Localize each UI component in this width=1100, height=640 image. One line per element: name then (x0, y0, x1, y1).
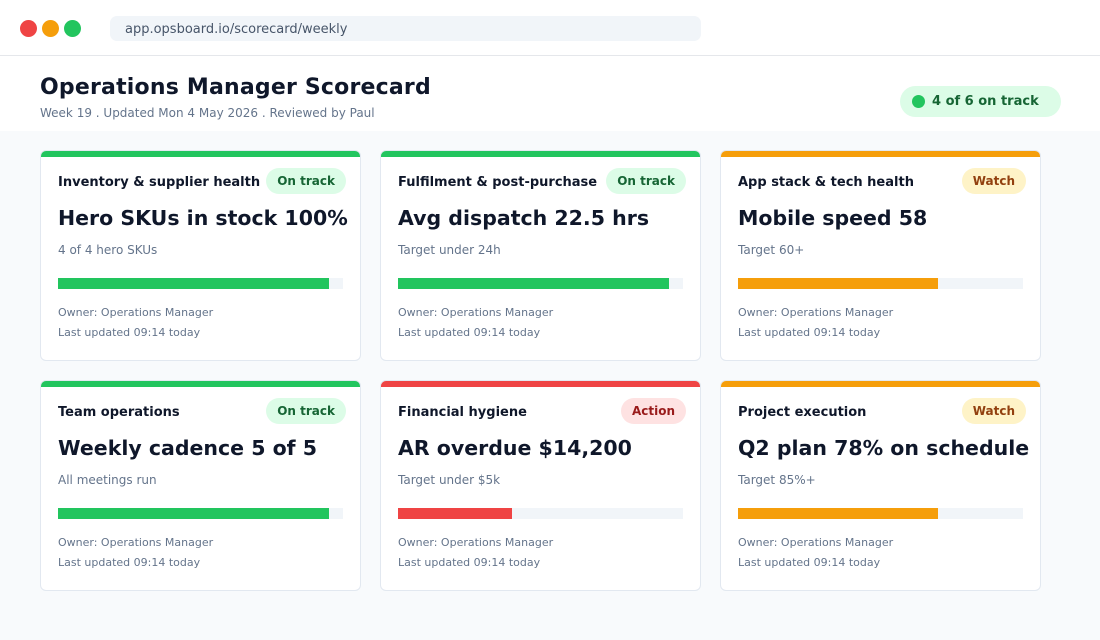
card-title: App stack & tech health (738, 175, 914, 190)
progress-bar (398, 508, 683, 519)
address-bar-url[interactable]: app.opsboard.io/scorecard/weekly (125, 22, 348, 37)
card-status-accent (381, 151, 700, 157)
scorecard-card[interactable]: App stack & tech health Watch Mobile spe… (720, 150, 1041, 361)
progress-fill (58, 508, 329, 519)
card-title: Financial hygiene (398, 405, 527, 420)
card-metric: Q2 plan 78% on schedule (738, 436, 1030, 460)
progress-bar (58, 508, 343, 519)
status-dot-icon (912, 95, 925, 108)
progress-fill (738, 508, 938, 519)
scorecard-card[interactable]: Financial hygiene Action AR overdue $14,… (380, 380, 701, 591)
card-last-updated: Last updated 09:14 today (58, 326, 201, 339)
progress-bar (738, 508, 1023, 519)
card-last-updated: Last updated 09:14 today (58, 556, 201, 569)
card-status-accent (41, 151, 360, 157)
card-metric: Avg dispatch 22.5 hrs (398, 206, 650, 230)
card-last-updated: Last updated 09:14 today (738, 326, 881, 339)
scorecard-card[interactable]: Team operations On track Weekly cadence … (40, 380, 361, 591)
card-status-accent (381, 381, 700, 387)
card-metric: Hero SKUs in stock 100% (58, 206, 348, 230)
card-title: Inventory & supplier health (58, 175, 261, 190)
card-last-updated: Last updated 09:14 today (738, 556, 881, 569)
card-owner: Owner: Operations Manager (398, 536, 554, 549)
progress-bar (398, 278, 683, 289)
scorecard-card[interactable]: Fulfilment & post-purchase On track Avg … (380, 150, 701, 361)
window-maximize-button[interactable] (64, 20, 81, 37)
progress-bar (738, 278, 1023, 289)
page-subtitle: Week 19 . Updated Mon 4 May 2026 . Revie… (40, 106, 375, 120)
card-title: Project execution (738, 405, 867, 420)
card-owner: Owner: Operations Manager (738, 306, 894, 319)
card-owner: Owner: Operations Manager (58, 536, 214, 549)
card-target: 4 of 4 hero SKUs (58, 243, 158, 257)
card-status-accent (41, 381, 360, 387)
progress-fill (398, 278, 669, 289)
card-metric: Weekly cadence 5 of 5 (58, 436, 318, 460)
card-target: Target under 24h (398, 243, 501, 257)
card-title: Team operations (58, 405, 180, 420)
status-badge: Watch (961, 168, 1026, 194)
card-target: Target 85%+ (738, 473, 816, 487)
scorecard-card[interactable]: Project execution Watch Q2 plan 78% on s… (720, 380, 1041, 591)
card-target: Target under $5k (398, 473, 501, 487)
scorecard-card[interactable]: Inventory & supplier health On track Her… (40, 150, 361, 361)
progress-fill (398, 508, 512, 519)
progress-fill (58, 278, 329, 289)
card-last-updated: Last updated 09:14 today (398, 326, 541, 339)
page-title: Operations Manager Scorecard (40, 75, 431, 100)
status-badge: On track (606, 168, 686, 194)
card-target: All meetings run (58, 473, 157, 487)
card-status-accent (721, 381, 1040, 387)
card-metric: Mobile speed 58 (738, 206, 928, 230)
progress-bar (58, 278, 343, 289)
card-target: Target 60+ (738, 243, 805, 257)
status-badge: On track (266, 398, 346, 424)
card-title: Fulfilment & post-purchase (398, 175, 598, 190)
card-last-updated: Last updated 09:14 today (398, 556, 541, 569)
card-owner: Owner: Operations Manager (398, 306, 554, 319)
card-owner: Owner: Operations Manager (738, 536, 894, 549)
address-bar[interactable]: app.opsboard.io/scorecard/weekly (110, 16, 701, 41)
on-track-summary-badge: 4 of 6 on track (900, 86, 1061, 117)
page-header: Operations Manager Scorecard Week 19 . U… (0, 56, 1100, 131)
status-badge: Action (620, 398, 686, 424)
status-badge: Watch (961, 398, 1026, 424)
progress-fill (738, 278, 938, 289)
status-badge: On track (266, 168, 346, 194)
summary-label: 4 of 6 on track (932, 94, 1039, 109)
card-status-accent (721, 151, 1040, 157)
card-owner: Owner: Operations Manager (58, 306, 214, 319)
card-metric: AR overdue $14,200 (398, 436, 632, 460)
window-minimize-button[interactable] (42, 20, 59, 37)
browser-toolbar: app.opsboard.io/scorecard/weekly (0, 0, 1100, 56)
window-close-button[interactable] (20, 20, 37, 37)
